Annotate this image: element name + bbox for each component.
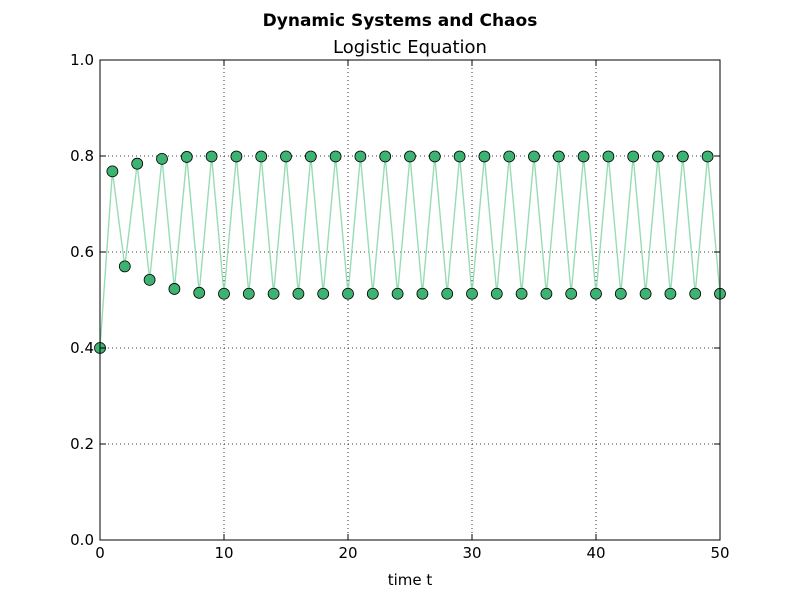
data-point: [590, 287, 602, 300]
grid: [100, 60, 720, 540]
data-point: [267, 287, 280, 300]
data-point: [441, 287, 454, 300]
data-point: [490, 287, 503, 300]
y-tick-label: 0.6: [70, 243, 94, 261]
data-point: [577, 150, 590, 163]
y-tick-label: 0.0: [70, 531, 94, 549]
plot-frame: [99, 59, 721, 541]
data-point: [131, 157, 144, 170]
data-point: [552, 150, 565, 163]
data-point: [168, 283, 181, 295]
data-point: [466, 287, 478, 300]
x-tick-label: 10: [214, 544, 233, 562]
series-group: [94, 150, 726, 354]
x-tick-label: 30: [462, 544, 481, 562]
y-tick-label: 0.8: [70, 147, 94, 165]
x-tick-label: 20: [338, 544, 357, 562]
data-point: [676, 150, 689, 163]
data-point: [242, 287, 255, 300]
data-point: [106, 165, 119, 178]
data-point: [627, 150, 640, 163]
data-point: [193, 286, 206, 299]
data-point: [453, 150, 466, 163]
data-point: [428, 150, 441, 163]
data-point: [180, 151, 193, 163]
data-point: [515, 287, 528, 300]
data-point: [602, 150, 615, 163]
data-point: [379, 150, 392, 163]
data-point: [230, 150, 243, 163]
data-point: [391, 287, 404, 300]
data-point: [540, 287, 553, 300]
x-tick-label: 0: [95, 544, 105, 562]
chart-suptitle: Dynamic Systems and Chaos: [263, 11, 538, 31]
data-point: [639, 287, 652, 300]
data-point: [528, 150, 540, 163]
x-tick-label: 50: [710, 544, 729, 562]
data-point: [156, 152, 168, 165]
data-point: [701, 150, 714, 163]
data-point: [304, 150, 317, 163]
data-point: [664, 287, 677, 300]
y-tick-label: 1.0: [70, 51, 94, 69]
data-point: [118, 260, 131, 273]
data-point: [404, 150, 416, 163]
data-point: [565, 287, 578, 300]
data-point: [354, 150, 367, 163]
data-point: [652, 150, 664, 163]
data-point: [503, 150, 516, 163]
y-tick-label: 0.4: [70, 339, 94, 357]
x-tick-label: 40: [586, 544, 605, 562]
data-point: [143, 273, 156, 286]
data-point: [317, 287, 330, 300]
data-point: [205, 150, 218, 163]
data-point: [292, 287, 305, 300]
data-point: [329, 150, 342, 163]
data-point: [614, 287, 627, 300]
data-point: [689, 287, 702, 300]
data-point: [280, 150, 292, 163]
data-point: [478, 150, 491, 163]
data-point: [218, 287, 230, 300]
y-tick-label: 0.2: [70, 435, 94, 453]
tick-group: 0 10 20 30 40 50 0.0 0.2 0.4 0.6 0.8 1.0: [70, 51, 729, 562]
chart-title: Logistic Equation: [333, 37, 487, 58]
data-point: [416, 287, 429, 300]
x-axis-label: time t: [388, 571, 433, 589]
data-point: [366, 287, 379, 300]
data-point: [342, 287, 354, 300]
data-point: [255, 150, 268, 163]
